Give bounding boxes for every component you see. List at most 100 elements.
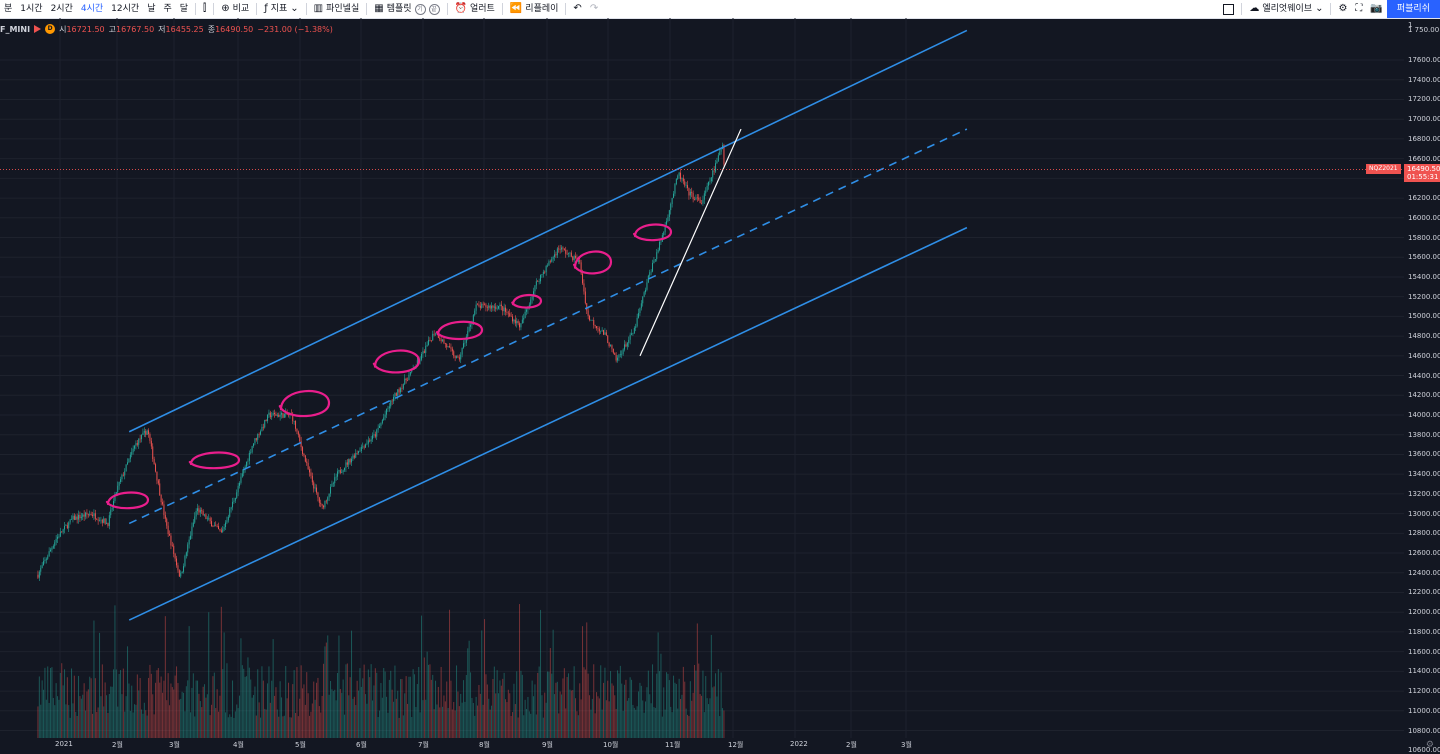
volume-bar [617,670,619,738]
volume-bar [117,706,119,738]
volume-bar [344,714,346,738]
interval-button[interactable]: 2시간 [50,4,73,14]
trend-line[interactable] [639,128,742,357]
volume-bar [608,701,610,738]
alert-button[interactable]: ⏰ 얼러트 [451,0,499,18]
volume-bar [607,680,609,738]
candle-body [272,412,274,416]
volume-bar [395,698,397,738]
symbol-name[interactable]: F_MINI [0,24,31,34]
volume-bar [150,673,152,738]
price-axis-label: 13800.00 [1408,430,1440,439]
volume-bar [373,685,375,738]
highlight-scribble[interactable] [573,250,613,275]
highlight-scribble[interactable] [435,320,484,341]
candle-body [479,305,481,308]
redo-button[interactable]: ↷ [586,0,602,18]
volume-bar [325,642,327,738]
interval-button[interactable]: 분 [4,4,13,14]
interval-button[interactable]: 12시간 [111,4,140,14]
channel-upper-line[interactable] [128,29,968,433]
volume-bar [146,715,148,738]
interval-button[interactable]: 날 [147,4,156,14]
volume-bar [458,706,460,738]
candle-body [668,210,670,218]
volume-bar [192,673,194,738]
drawings[interactable] [105,29,968,621]
indicators-button[interactable]: ƒ 지표 ⌄ [260,0,302,18]
candle-body [275,414,277,416]
chart-canvas[interactable] [0,18,1404,738]
pine-label: 파인넬실 [326,4,360,14]
volume-bar [58,699,60,738]
highlight-scribble[interactable] [372,349,421,374]
highlight-scribble[interactable] [278,390,331,418]
interval-button[interactable]: 주 [163,4,172,14]
candle-body [709,181,711,182]
close-value: 16490.50 [215,24,254,34]
candle-body [303,453,305,456]
axis-settings-icon[interactable]: ⚙ [1425,740,1434,750]
volume-bar [705,676,707,738]
pine-editor-button[interactable]: ▥ 파인넬실 [310,0,364,18]
candle-body [297,431,299,435]
channel-mid-line[interactable] [128,128,968,525]
candle-body [659,241,661,250]
candle-body [148,430,150,435]
volume-bar [211,704,213,738]
candle-body [61,531,63,533]
volume-bar [227,717,229,738]
highlight-scribble[interactable] [633,223,673,242]
undo-button[interactable]: ↶ [569,0,585,18]
channel-lower-line[interactable] [128,226,968,621]
volume-bar [556,681,558,738]
candle-body [530,299,532,305]
candle-style-button[interactable]: ⫿ [199,0,210,18]
time-axis-label: 8월 [479,741,490,749]
volume-bar [272,639,274,738]
templates-button[interactable]: ▦ 템플릿 기 끝 [370,0,443,18]
volume-bar [365,694,367,738]
snapshot-button[interactable]: 📷 [1366,0,1386,18]
candle-body [323,505,325,508]
volume-bar [715,673,717,738]
candle-body [545,266,547,273]
volume-bar [297,716,299,738]
flag-icon[interactable] [34,25,42,33]
candle-body [251,446,253,453]
interval-button[interactable]: 4시간 [80,4,104,14]
candle-body [174,553,176,559]
volume-bar [48,702,50,738]
volume-bar [372,700,374,738]
volume-bar [685,708,687,738]
volume-bar [384,671,386,738]
indicators-label: 지표 [270,4,288,14]
candle-body [177,565,179,571]
candle-body [247,460,249,462]
highlight-scribble[interactable] [511,294,543,309]
highlight-scribble[interactable] [105,491,150,510]
price-axis-label: 15000.00 [1408,312,1440,321]
publish-button[interactable]: 퍼블리쉬 [1386,0,1440,18]
fullscreen-button[interactable]: ⛶ [1351,0,1366,18]
candle-body [205,514,207,519]
highlight-scribble[interactable] [188,451,241,470]
volume-bar [481,630,483,738]
interval-button[interactable]: 달 [179,4,189,14]
candle-body [687,185,689,189]
time-axis[interactable]: 2021 2월 3월 4월 5월 6월 7월 8월 9월 10월 11월 12월 2022 2월 3월 [0,738,1404,752]
volume-bar [528,711,530,738]
candle-body [535,281,537,286]
price-axis[interactable]: 1 1 750.00 17600.00 17400.00 17200.00 17000… [1404,18,1440,754]
candle-body [359,451,361,452]
volume-bar [267,683,269,738]
layout-select[interactable]: ☁ 엘리엇웨이브 ⌄ [1245,0,1327,18]
volume-bar [187,680,189,738]
settings-button[interactable]: ⚙ [1334,0,1351,18]
replay-button[interactable]: ⏪ 리플레이 [506,0,563,18]
volume-bar [285,666,287,738]
layout-toggle-button[interactable] [1219,0,1238,18]
volume-bar [425,699,427,738]
interval-button[interactable]: 1시간 [20,4,43,14]
compare-button[interactable]: ⊕ 비교 [217,0,253,18]
